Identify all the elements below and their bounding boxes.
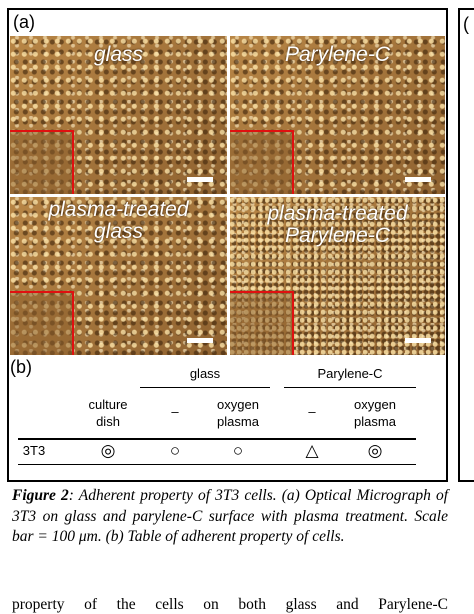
panel-label: (a) — [10, 12, 38, 33]
label-line: glass — [93, 220, 144, 243]
column-header: – — [308, 404, 316, 419]
rule — [284, 387, 416, 388]
inset — [10, 291, 74, 355]
micrograph: Parylene-C — [230, 36, 445, 194]
next-panel-label: ( — [463, 14, 469, 34]
scale-bar — [187, 177, 213, 182]
group-header: Parylene-C — [317, 366, 383, 381]
group-header: glass — [189, 366, 221, 381]
cell-symbol: ○ — [169, 441, 181, 460]
rule — [18, 464, 416, 465]
body-text: property of the cells on both glass and … — [12, 596, 448, 613]
column-header: – — [171, 404, 179, 419]
caption: Figure 2: Adherent property of 3T3 cells… — [12, 486, 448, 548]
next-figure-frame — [458, 8, 474, 482]
micrograph: plasma-treated Parylene-C — [230, 197, 445, 355]
inset — [10, 130, 74, 194]
column-header: culture — [88, 397, 128, 412]
label-line: glass — [93, 43, 144, 66]
label-line: plasma-treated — [267, 202, 408, 225]
row-label: 3T3 — [22, 443, 46, 458]
cell-symbol: ○ — [232, 441, 244, 460]
micrograph-label: plasma-treated Parylene-C — [230, 203, 445, 247]
rule — [140, 387, 270, 388]
micrograph: glass — [10, 36, 227, 194]
micrograph: plasma-treated glass — [10, 197, 227, 355]
cell-symbol: ◎ — [100, 441, 116, 460]
column-header: oxygen — [354, 397, 396, 412]
column-header: dish — [96, 414, 120, 429]
micrograph-label: plasma-treated glass — [10, 199, 227, 243]
micrograph-label: glass — [10, 44, 227, 66]
caption-text: : Adherent property of 3T3 cells. (a) Op… — [12, 487, 448, 545]
caption-label: Figure 2 — [12, 487, 69, 504]
column-header: plasma — [217, 414, 259, 429]
inset — [230, 130, 294, 194]
figure-frame — [7, 8, 448, 482]
panel-label: (b) — [10, 357, 32, 377]
inset — [230, 291, 294, 355]
scale-bar — [187, 338, 213, 343]
micrograph-label: Parylene-C — [230, 44, 445, 66]
cell-symbol: △ — [305, 441, 319, 460]
cell-symbol: ◎ — [367, 441, 383, 460]
scale-bar — [405, 177, 431, 182]
label-line: Parylene-C — [284, 43, 391, 66]
rule — [18, 438, 416, 440]
column-header: plasma — [354, 414, 396, 429]
label-line: plasma-treated — [48, 198, 189, 221]
column-header: oxygen — [217, 397, 259, 412]
scale-bar — [405, 338, 431, 343]
label-line: Parylene-C — [284, 224, 391, 247]
